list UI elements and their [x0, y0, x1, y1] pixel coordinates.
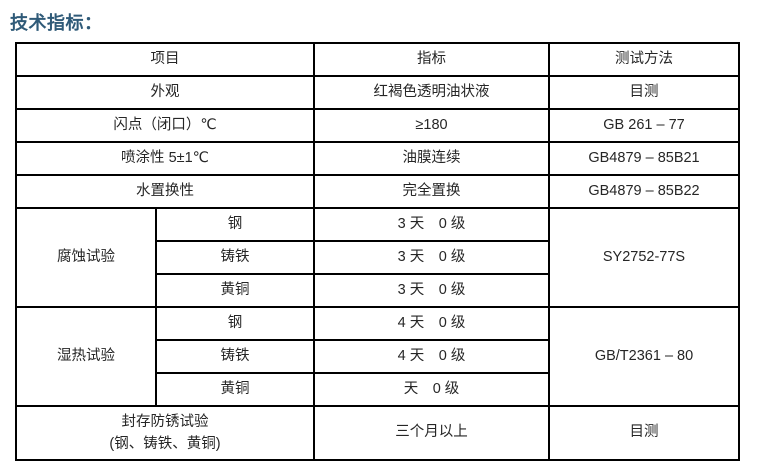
cell-spec: 3 天 0 级 — [313, 207, 550, 242]
table-row-dampheat-steel: 湿热试验 钢 4 天 0 级 GB/T2361 – 80 — [15, 306, 740, 407]
cell-material: 铸铁 — [155, 240, 315, 275]
table-row-corrosion-brass: 黄铜 3 天 0 级 — [16, 273, 739, 308]
cell-method-dampheat: GB/T2361 – 80 — [548, 306, 740, 407]
cell-group-label-corrosion: 腐蚀试验 — [15, 207, 157, 308]
table-row-corrosion-steel: 腐蚀试验 钢 3 天 0 级 SY2752-77S — [15, 207, 740, 308]
cell-item-storage: 封存防锈试验 (钢、铸铁、黄铜) — [15, 405, 315, 461]
table-row-dampheat-brass: 黄铜 天 0 级 — [16, 372, 739, 407]
cell-spec: 油膜连续 — [313, 141, 550, 176]
col-header-item: 项目 — [15, 42, 315, 77]
table-header-row: 项目 指标 测试方法 — [15, 42, 740, 77]
cell-method-corrosion: SY2752-77S — [548, 207, 740, 308]
cell-spec: 4 天 0 级 — [313, 339, 550, 374]
cell-material: 黄铜 — [155, 372, 315, 407]
cell-item: 喷涂性 5±1℃ — [15, 141, 315, 176]
cell-item: 水置换性 — [15, 174, 315, 209]
cell-method: 目测 — [548, 75, 740, 110]
cell-spec: 3 天 0 级 — [313, 240, 550, 275]
table-row-storage-rust: 封存防锈试验 (钢、铸铁、黄铜) 三个月以上 目测 — [15, 405, 740, 461]
spec-table: 项目 指标 测试方法 外观 红褐色透明油状液 目测 闪点（闭口）℃ ≥180 G… — [15, 42, 740, 461]
cell-item-storage-line2: (钢、铸铁、黄铜) — [109, 436, 221, 452]
cell-material: 钢 — [155, 207, 315, 242]
cell-spec: 天 0 级 — [313, 372, 550, 407]
col-header-method: 测试方法 — [548, 42, 740, 77]
cell-method: GB4879 – 85B21 — [548, 141, 740, 176]
cell-spec: 完全置换 — [313, 174, 550, 209]
page-title: 技术指标： — [10, 13, 103, 33]
table-row-flash-point: 闪点（闭口）℃ ≥180 GB 261 – 77 — [15, 108, 740, 143]
cell-method: 目测 — [548, 405, 740, 461]
cell-method: GB4879 – 85B22 — [548, 174, 740, 209]
cell-spec: 三个月以上 — [313, 405, 550, 461]
table-row-water-displacement: 水置换性 完全置换 GB4879 – 85B22 — [15, 174, 740, 209]
cell-item-storage-line1: 封存防锈试验 — [121, 413, 209, 430]
cell-spec: 红褐色透明油状液 — [313, 75, 550, 110]
table-row-corrosion-cast-iron: 铸铁 3 天 0 级 — [16, 240, 739, 275]
cell-spec: 3 天 0 级 — [313, 273, 550, 308]
cell-material: 黄铜 — [155, 273, 315, 308]
cell-material: 铸铁 — [155, 339, 315, 374]
cell-material: 钢 — [155, 306, 315, 341]
cell-method: GB 261 – 77 — [548, 108, 740, 143]
cell-item: 外观 — [15, 75, 315, 110]
table-row-dampheat-cast-iron: 铸铁 4 天 0 级 — [16, 339, 739, 374]
cell-spec: ≥180 — [313, 108, 550, 143]
table-row-appearance: 外观 红褐色透明油状液 目测 — [15, 75, 740, 110]
cell-group-label-dampheat: 湿热试验 — [15, 306, 157, 407]
cell-spec: 4 天 0 级 — [313, 306, 550, 341]
table-row-sprayability: 喷涂性 5±1℃ 油膜连续 GB4879 – 85B21 — [15, 141, 740, 176]
cell-item: 闪点（闭口）℃ — [15, 108, 315, 143]
col-header-spec: 指标 — [313, 42, 550, 77]
